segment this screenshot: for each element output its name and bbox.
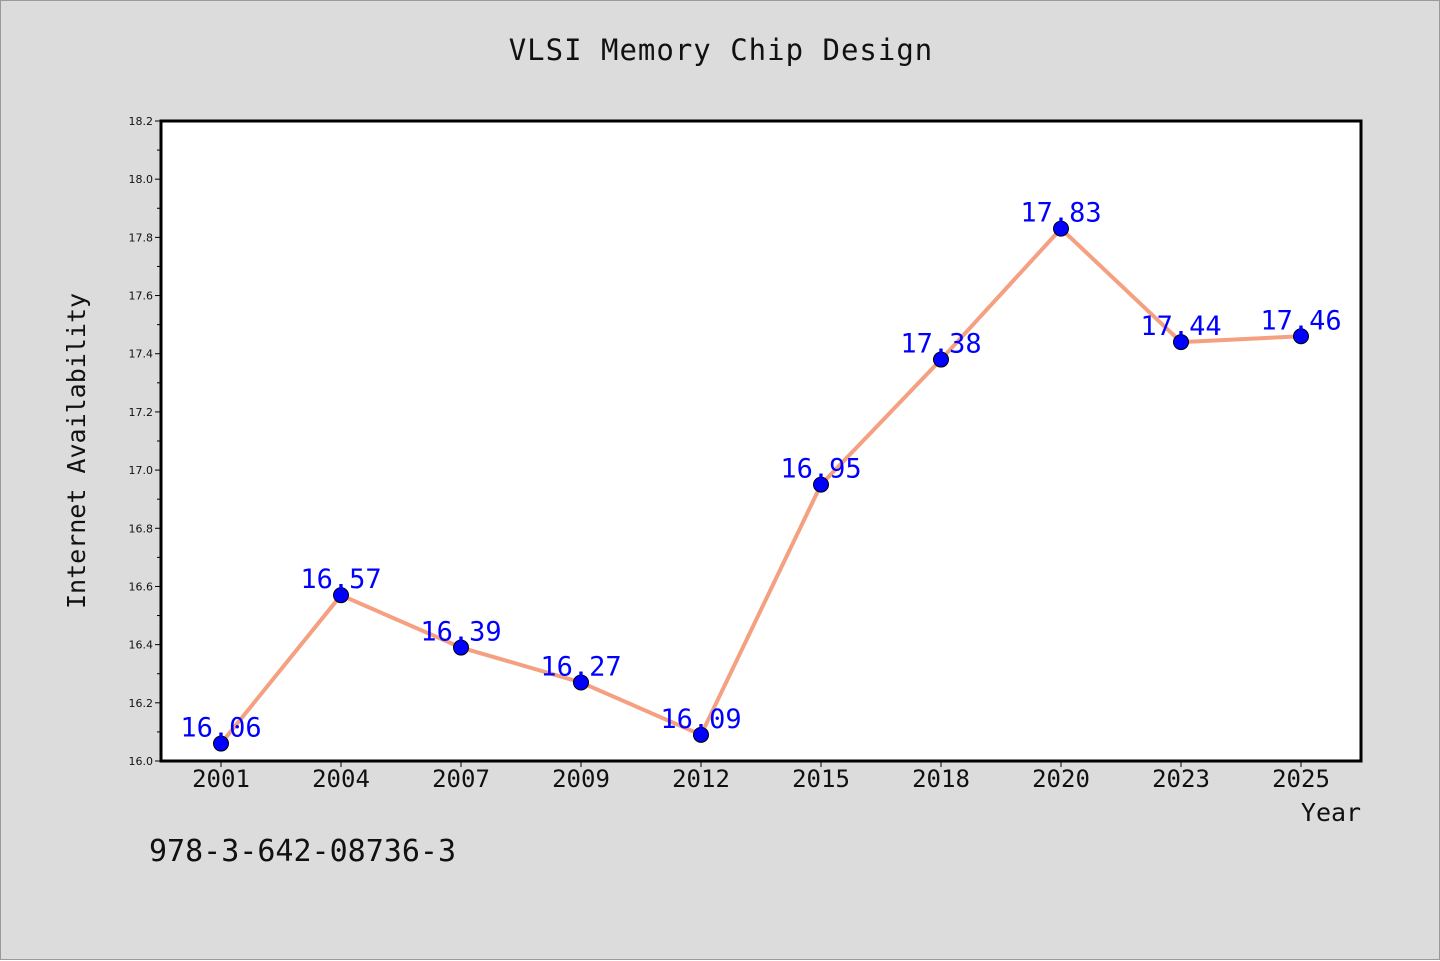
data-label: 16.09 xyxy=(660,704,741,735)
data-point xyxy=(453,639,469,656)
data-point xyxy=(573,674,589,691)
series-markers xyxy=(213,220,1309,752)
y-tick-label: 17.4 xyxy=(129,348,154,361)
data-label: 16.27 xyxy=(540,651,621,682)
y-tick-label: 16.4 xyxy=(129,639,154,652)
x-tick-label: 2015 xyxy=(792,765,850,793)
data-point xyxy=(933,351,949,368)
y-tick-label: 18.2 xyxy=(129,115,154,128)
data-point xyxy=(813,476,829,493)
footnote-isbn: 978-3-642-08736-3 xyxy=(149,834,457,869)
x-tick-label: 2018 xyxy=(912,765,970,793)
data-label: 17.83 xyxy=(1020,198,1101,229)
y-tick-label: 17.2 xyxy=(129,406,154,419)
data-label: 16.95 xyxy=(780,454,861,485)
y-tick-label: 17.0 xyxy=(129,464,154,477)
x-tick-label: 2025 xyxy=(1272,765,1330,793)
y-tick-label: 16.2 xyxy=(129,697,154,710)
x-tick-label: 2012 xyxy=(672,765,730,793)
data-point xyxy=(213,735,229,752)
x-tick-label: 2023 xyxy=(1152,765,1210,793)
y-axis-label: Internet Availability xyxy=(62,293,91,609)
x-tick-label: 2001 xyxy=(192,765,250,793)
data-point xyxy=(333,587,349,604)
series-line xyxy=(219,226,1302,745)
data-point xyxy=(1173,334,1189,351)
data-labels: 16.06 16.57 16.39 16.27 16.09 16.95 17.38 17.83… xyxy=(180,198,1341,744)
data-point xyxy=(1293,328,1309,345)
x-axis-label: Year xyxy=(1301,798,1361,827)
data-label: 16.57 xyxy=(300,564,381,595)
x-tick-label: 2009 xyxy=(552,765,610,793)
y-tick-label: 16.6 xyxy=(129,580,154,593)
x-tick-label: 2004 xyxy=(312,765,370,793)
data-label: 16.06 xyxy=(180,713,261,744)
y-tick-label: 17.6 xyxy=(129,290,154,303)
plot-frame xyxy=(159,119,1363,763)
data-point xyxy=(693,726,709,743)
data-label: 16.39 xyxy=(420,617,501,648)
x-tick-label: 2020 xyxy=(1032,765,1090,793)
y-axis-ticks: 16.0 16.2 16.4 16.6 16.8 17.0 17.2 17.4 17.6 17.8… xyxy=(129,115,161,768)
data-label: 17.38 xyxy=(900,329,981,360)
data-point xyxy=(1053,220,1069,237)
y-tick-label: 18.0 xyxy=(129,173,154,186)
data-label: 17.44 xyxy=(1140,311,1221,342)
chart-title: VLSI Memory Chip Design xyxy=(508,33,934,67)
x-tick-label: 2007 xyxy=(432,765,490,793)
plot-area xyxy=(161,121,1361,761)
y-tick-label: 16.0 xyxy=(129,755,154,768)
data-label: 17.46 xyxy=(1260,305,1341,336)
y-tick-label: 17.8 xyxy=(129,231,154,244)
y-tick-label: 16.8 xyxy=(129,522,154,535)
x-axis-ticks: 2001 2004 2007 2009 2012 2015 2018 2020 2023 2025 xyxy=(192,761,1330,793)
